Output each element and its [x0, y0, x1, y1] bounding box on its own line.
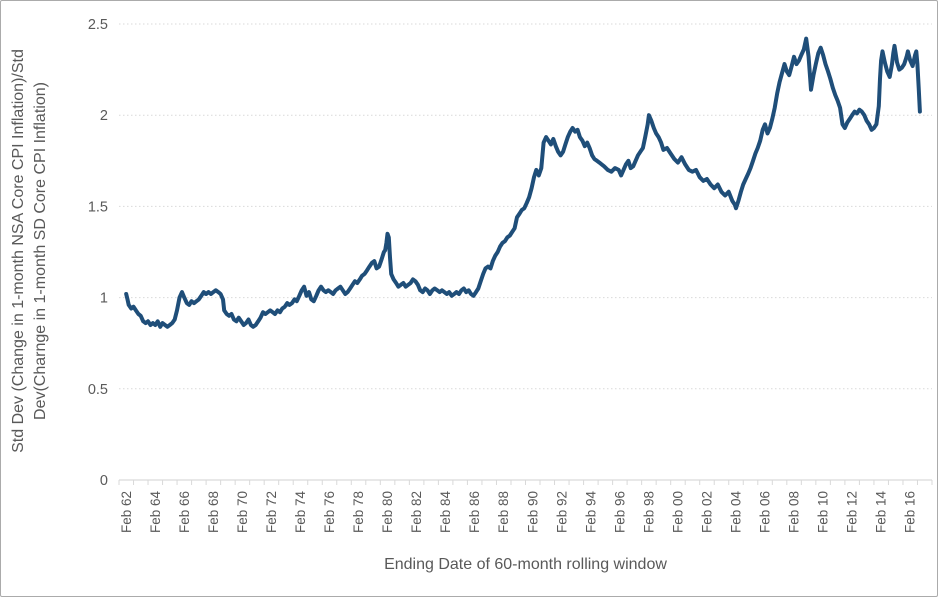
- x-tick-label: Feb 02: [699, 491, 714, 533]
- x-axis-title: Ending Date of 60-month rolling window: [384, 556, 667, 573]
- x-tick-label: Feb 04: [729, 491, 744, 534]
- y-axis-title: Std Dev (Change in 1-month NSA Core CPI …: [8, 1, 54, 501]
- x-tick-label: Feb 08: [787, 491, 802, 533]
- x-tick-labels: Feb 62 Feb 64 Feb 66 Feb 68 Feb 70 Feb 72 Feb …: [119, 491, 918, 534]
- x-tick-label: Feb 92: [554, 491, 569, 533]
- x-tick-label: Feb 94: [583, 491, 598, 534]
- y-tick-label: 1: [100, 291, 108, 307]
- x-tick-label: Feb 00: [670, 491, 685, 533]
- x-tick-label: Feb 06: [758, 491, 773, 533]
- series-line: [124, 36, 922, 329]
- x-tick-label: Feb 76: [322, 491, 337, 533]
- x-tick-label: Feb 74: [293, 491, 308, 534]
- y-tick-label: 1.5: [88, 199, 108, 215]
- x-tick-label: Feb 84: [438, 491, 453, 534]
- x-tick-label: Feb 88: [496, 491, 511, 533]
- x-axis-ticks: [118, 480, 933, 485]
- x-tick-label: Feb 80: [380, 491, 395, 533]
- y-axis-title-line2: Dev(Charnge in 1-month SD Core CPI Infla…: [32, 82, 49, 420]
- x-tick-label: Feb 62: [119, 491, 134, 533]
- x-tick-label: Feb 14: [874, 491, 889, 534]
- gridlines: [119, 23, 932, 390]
- x-tick-label: Feb 82: [409, 491, 424, 533]
- x-tick-label: Feb 72: [264, 491, 279, 533]
- y-axis-title-line1: Std Dev (Change in 1-month NSA Core CPI …: [10, 49, 27, 453]
- x-tick-label: Feb 96: [612, 491, 627, 533]
- x-tick-label: Feb 64: [148, 491, 163, 534]
- x-tick-label: Feb 16: [903, 491, 918, 533]
- y-tick-label: 0: [100, 473, 108, 489]
- y-tick-label: 2.5: [88, 17, 108, 33]
- x-tick-label: Feb 90: [525, 491, 540, 533]
- y-tick-label: 2: [100, 108, 108, 124]
- x-tick-label: Feb 86: [467, 491, 482, 533]
- x-tick-label: Feb 68: [206, 491, 221, 533]
- y-tick-label: 0.5: [88, 382, 108, 398]
- x-tick-label: Feb 98: [641, 491, 656, 533]
- x-tick-label: Feb 78: [351, 491, 366, 533]
- x-tick-label: Feb 66: [177, 491, 192, 533]
- y-tick-labels: 0 0.5 1 1.5 2 2.5: [88, 17, 108, 489]
- x-tick-label: Feb 10: [816, 491, 831, 533]
- x-tick-label: Feb 70: [235, 491, 250, 533]
- x-tick-label: Feb 12: [845, 491, 860, 533]
